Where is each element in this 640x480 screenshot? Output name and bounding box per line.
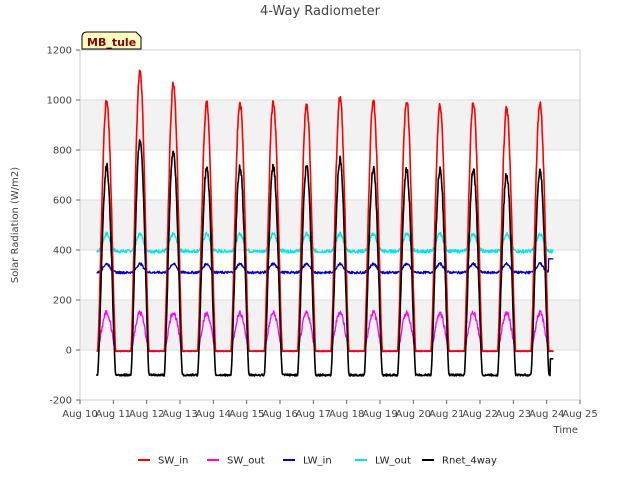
grid-band xyxy=(80,300,580,350)
x-tick-label: Aug 13 xyxy=(162,409,197,420)
y-tick-label: 1200 xyxy=(47,46,72,57)
x-tick-label: Aug 20 xyxy=(396,409,431,420)
y-tick-label: 0 xyxy=(66,346,72,357)
plot-area xyxy=(79,49,581,401)
x-tick-label: Aug 10 xyxy=(62,409,97,420)
y-tick-label: 600 xyxy=(53,196,72,207)
x-tick-label: Aug 15 xyxy=(229,409,264,420)
legend: SW_in SW_out LW_in LW_out Rnet_4way xyxy=(138,456,497,467)
x-tick-label: Aug 25 xyxy=(562,409,597,420)
x-tick-label: Aug 19 xyxy=(362,409,397,420)
x-tick-label: Aug 22 xyxy=(462,409,497,420)
chart-title: 4-Way Radiometer xyxy=(260,4,381,19)
legend-label-rnet-4way: Rnet_4way xyxy=(442,456,497,467)
x-tick-label: Aug 17 xyxy=(296,409,331,420)
y-tick-label: 400 xyxy=(53,246,72,257)
legend-label-lw-out: LW_out xyxy=(375,456,411,467)
x-tick-label: Aug 18 xyxy=(329,409,364,420)
x-axis-title: Time xyxy=(553,425,578,436)
site-badge-label: MB_tule xyxy=(87,36,136,49)
y-tick-label: -200 xyxy=(49,396,72,407)
x-tick-label: Aug 12 xyxy=(129,409,164,420)
legend-label-sw-out: SW_out xyxy=(227,456,265,467)
y-tick-label: 800 xyxy=(53,146,72,157)
y-tick-label: 1000 xyxy=(47,96,72,107)
site-badge: MB_tule xyxy=(81,31,142,50)
x-tick-label: Aug 23 xyxy=(496,409,531,420)
grid-band xyxy=(80,100,580,150)
series-line-sw-in xyxy=(96,69,554,353)
series-line-rnet-4way xyxy=(95,139,554,377)
x-tick-label: Aug 14 xyxy=(196,409,231,420)
grid-band xyxy=(80,200,580,250)
y-axis-title: Solar Radiation (W/m2) xyxy=(10,167,21,283)
legend-label-lw-in: LW_in xyxy=(303,456,332,467)
x-tick-label: Aug 21 xyxy=(429,409,464,420)
y-tick-label: 200 xyxy=(53,296,72,307)
series-line-lw-in xyxy=(96,258,554,275)
legend-label-sw-in: SW_in xyxy=(158,456,188,467)
x-tick-label: Aug 24 xyxy=(529,409,564,420)
x-tick-label: Aug 11 xyxy=(96,409,131,420)
x-tick-label: Aug 16 xyxy=(262,409,297,420)
